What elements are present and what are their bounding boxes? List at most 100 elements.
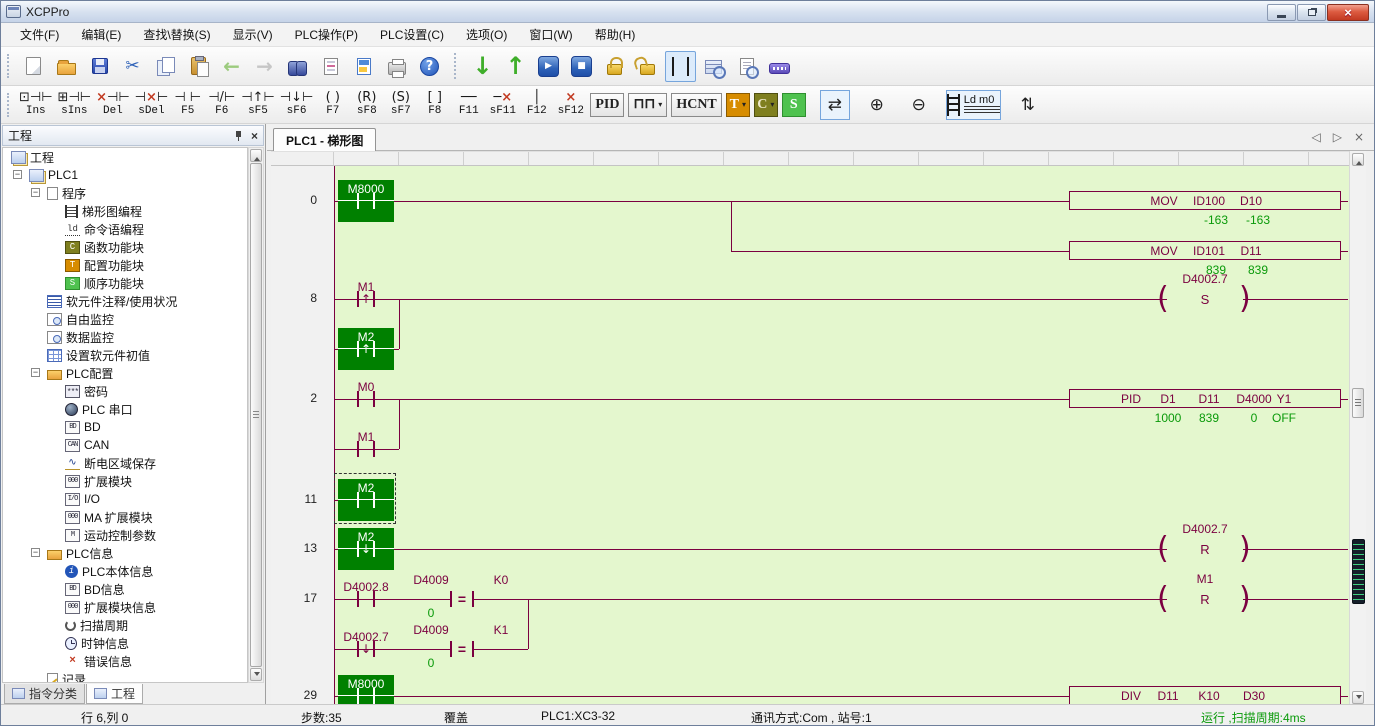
tree-item[interactable]: × 错误信息: [3, 652, 247, 670]
cut-button[interactable]: ✂: [117, 51, 148, 82]
download-button[interactable]: ↓: [467, 51, 498, 82]
fit-width-button[interactable]: ⇄: [819, 89, 850, 120]
hcnt-tool[interactable]: HCNT: [671, 92, 722, 117]
menu-item[interactable]: 文件(F): [20, 28, 60, 42]
counter-tool[interactable]: C ▾: [753, 92, 778, 117]
tree-item[interactable]: 梯形图编程: [3, 202, 247, 220]
tab-close-icon[interactable]: ×: [1353, 130, 1364, 144]
find-button[interactable]: [282, 51, 313, 82]
scroll-up-arrow[interactable]: [250, 149, 262, 162]
tree-item[interactable]: C 函数功能块: [3, 238, 247, 256]
sequence-tool[interactable]: S: [781, 92, 806, 117]
contact-m2[interactable]: M2: [338, 479, 394, 521]
contact-m8000[interactable]: M8000: [338, 675, 394, 706]
contact-m8000[interactable]: M8000: [338, 180, 394, 222]
tree-item[interactable]: − PLC1: [3, 166, 247, 184]
tree-item[interactable]: *** 密码: [3, 382, 247, 400]
tree-item[interactable]: T 配置功能块: [3, 256, 247, 274]
f7-tool[interactable]: ( ) F7: [316, 88, 349, 121]
contact-m2[interactable]: M2 ↓: [338, 528, 394, 570]
coil-r[interactable]: R: [1200, 542, 1210, 557]
ins-tool[interactable]: ⊡⊣⊢ Ins: [17, 88, 55, 121]
f5-tool[interactable]: ⊣ ⊢ F5: [171, 88, 204, 121]
preview-button[interactable]: [315, 51, 346, 82]
run-button[interactable]: ▶: [533, 51, 564, 82]
expand-toggle[interactable]: −: [13, 169, 22, 179]
toolbar-grip[interactable]: [7, 92, 11, 117]
ladder-scrollbar[interactable]: [1349, 151, 1366, 706]
contact-m1[interactable]: M1 ↑: [338, 278, 394, 320]
scroll-up-arrow[interactable]: [1352, 153, 1364, 166]
contact-d4002.7[interactable]: D4002.7 ↓: [338, 628, 394, 670]
zoom-out-button[interactable]: ⊖: [904, 90, 934, 120]
coil-r[interactable]: R: [1200, 592, 1210, 607]
tree-item[interactable]: 数据监控: [3, 328, 247, 346]
modbus-button[interactable]: [764, 51, 795, 82]
scroll-down-arrow[interactable]: [1352, 691, 1364, 704]
contact-m1[interactable]: M1: [338, 428, 394, 470]
sdel-tool[interactable]: ⊣×⊢ sDel: [133, 88, 171, 121]
tree-item[interactable]: CAN CAN: [3, 436, 247, 454]
view-toggle-button[interactable]: Ld m0: [945, 89, 1001, 120]
sf8-tool[interactable]: (R) sF8: [350, 88, 383, 121]
f6-tool[interactable]: ⊣/⊢ F6: [205, 88, 238, 121]
document-tab[interactable]: PLC1 - 梯形图: [273, 128, 377, 151]
pin-icon[interactable]: [233, 130, 245, 142]
convert-button[interactable]: ⇅: [1013, 90, 1043, 120]
tab-prev-icon[interactable]: ◁: [1311, 130, 1321, 144]
tree-item[interactable]: 自由监控: [3, 310, 247, 328]
tree-item[interactable]: 000 扩展模块: [3, 472, 247, 490]
tree-item[interactable]: 000 扩展模块信息: [3, 598, 247, 616]
redo-button[interactable]: →: [249, 51, 280, 82]
menu-item[interactable]: 选项(O): [466, 28, 508, 42]
menu-item[interactable]: 显示(V): [232, 28, 273, 42]
sf6-tool[interactable]: ⊣↓⊢ sF6: [278, 88, 316, 121]
tree-item[interactable]: 时钟信息: [3, 634, 247, 652]
zoom-in-button[interactable]: ⊕: [862, 90, 892, 120]
f11-tool[interactable]: ── F11: [452, 88, 485, 121]
tab-next-icon[interactable]: ▷: [1332, 130, 1342, 144]
help-button[interactable]: ?: [414, 51, 445, 82]
f8-tool[interactable]: [ ] F8: [418, 88, 451, 121]
contact-m0[interactable]: M0: [338, 378, 394, 420]
restore-button[interactable]: [1297, 4, 1326, 21]
tree-item[interactable]: 000 MA 扩展模块: [3, 508, 247, 526]
doc-search-button[interactable]: [731, 51, 762, 82]
tree-item[interactable]: 软元件注释/使用状况: [3, 292, 247, 310]
menu-item[interactable]: 窗口(W): [529, 28, 573, 42]
tree-item[interactable]: S 顺序功能块: [3, 274, 247, 292]
tree-item[interactable]: 工程: [3, 148, 247, 166]
timer-tool[interactable]: T ▾: [725, 92, 750, 117]
ladder-view-button[interactable]: [665, 50, 696, 82]
scrollbar-thumb[interactable]: [250, 163, 262, 667]
print-button[interactable]: [381, 51, 412, 82]
expand-toggle[interactable]: −: [31, 367, 40, 377]
tree-item[interactable]: − 程序: [3, 184, 247, 202]
tree-scrollbar[interactable]: [248, 147, 264, 683]
tree-item[interactable]: − PLC配置: [3, 364, 247, 382]
scroll-down-arrow[interactable]: [250, 668, 262, 681]
expand-toggle[interactable]: −: [31, 547, 40, 557]
copy-button[interactable]: [150, 51, 181, 82]
stop-button[interactable]: ■: [566, 51, 597, 82]
instruction-box[interactable]: [1069, 241, 1341, 260]
menu-item[interactable]: 帮助(H): [594, 28, 636, 42]
tree-item[interactable]: I/O I/O: [3, 490, 247, 508]
monitor-search-button[interactable]: [698, 51, 729, 82]
tree-item[interactable]: 设置软元件初值: [3, 346, 247, 364]
tree-item[interactable]: M 运动控制参数: [3, 526, 247, 544]
undo-button[interactable]: ←: [216, 51, 247, 82]
toolbar-grip[interactable]: [7, 54, 11, 78]
instruction-box[interactable]: [1069, 389, 1341, 408]
panel-tab[interactable]: 指令分类: [4, 684, 86, 704]
tree-item[interactable]: i PLC本体信息: [3, 562, 247, 580]
del-tool[interactable]: ×⊣⊢ Del: [94, 88, 132, 121]
tree-item[interactable]: − PLC信息: [3, 544, 247, 562]
tree-item[interactable]: BD BD: [3, 418, 247, 436]
tree-item[interactable]: PLC 串口: [3, 400, 247, 418]
sf12-tool[interactable]: × sF12: [554, 88, 587, 121]
menu-item[interactable]: 编辑(E): [81, 28, 122, 42]
save-button[interactable]: [84, 51, 115, 82]
close-button[interactable]: ×: [1327, 4, 1369, 21]
open-button[interactable]: [51, 51, 82, 82]
